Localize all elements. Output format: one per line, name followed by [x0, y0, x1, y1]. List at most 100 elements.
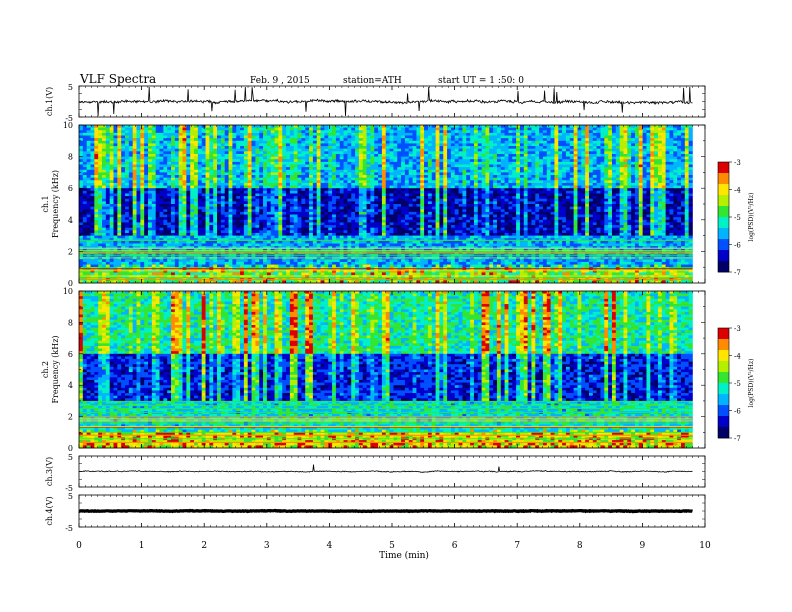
spectrogram-cell: [546, 180, 551, 184]
spectrogram-cell: [270, 196, 275, 200]
spectrogram-cell: [435, 151, 440, 155]
spectrogram-cell: [358, 175, 364, 178]
spectrogram-cell: [286, 167, 291, 171]
spectrogram-cell: [550, 167, 555, 171]
spectrogram-cell: [163, 132, 168, 136]
spectrogram-cell: [608, 185, 613, 189]
spectrogram-cell: [604, 175, 609, 178]
spectrogram-cell: [539, 182, 544, 186]
spectrogram-cell: [247, 180, 252, 184]
spectrogram-cell: [527, 198, 532, 202]
spectrogram-cell: [585, 182, 590, 186]
spectrogram-cell: [443, 164, 448, 168]
spectrogram-cell: [427, 127, 433, 131]
spectrogram-cell: [458, 193, 463, 197]
spectrogram-cell: [535, 146, 540, 149]
spectrogram-cell: [82, 196, 87, 200]
spectrogram-cell: [435, 148, 440, 152]
spectrogram-cell: [243, 167, 248, 171]
spectrogram-cell: [450, 140, 456, 144]
spectrogram-cell: [485, 201, 490, 205]
spectrogram-cell: [404, 127, 410, 131]
spectrogram-cell: [558, 148, 563, 152]
spectrogram-cell: [493, 198, 498, 202]
spectrogram-cell: [224, 169, 229, 173]
spectrogram-cell: [600, 180, 605, 184]
spectrogram-cell: [335, 198, 341, 202]
spectrogram-cell: [569, 146, 574, 149]
spectrogram-cell: [339, 182, 344, 186]
spectrogram-cell: [688, 132, 693, 136]
spectrogram-cell: [512, 164, 517, 168]
spectrogram-cell: [684, 177, 689, 181]
spectrogram-cell: [473, 127, 479, 131]
spectrogram-cell: [558, 169, 563, 173]
spectrogram-cell: [224, 127, 229, 131]
spectrogram-cell: [94, 135, 99, 139]
spectrogram-cell: [151, 164, 156, 168]
spectrogram-cell: [332, 135, 337, 139]
spectrogram-cell: [381, 193, 387, 197]
spectrogram-cell: [347, 177, 352, 181]
spectrogram-cell: [190, 169, 195, 173]
spectrogram-cell: [289, 201, 295, 205]
spectrogram-cell: [305, 201, 310, 205]
spectrogram-cell: [82, 167, 87, 171]
spectrogram-cell: [447, 161, 452, 165]
spectrogram-cell: [385, 148, 390, 152]
spectrogram-cell: [259, 132, 264, 136]
spectrogram-cell: [516, 156, 521, 160]
spectrogram-cell: [669, 140, 674, 144]
spectrogram-cell: [665, 153, 670, 157]
spectrogram-cell: [443, 185, 448, 189]
spectrogram-cell: [439, 167, 444, 171]
spectrogram-cell: [558, 164, 563, 168]
spectrogram-cell: [263, 148, 268, 152]
spectrogram-cell: [619, 140, 624, 144]
spectrogram-cell: [98, 198, 103, 202]
spectrogram-cell: [301, 169, 306, 173]
spectrogram-cell: [335, 196, 341, 200]
spectrogram-cell: [485, 193, 490, 197]
spectrogram-cell: [301, 143, 306, 147]
spectrogram-cell: [312, 140, 318, 144]
spectrogram-cell: [477, 190, 482, 194]
spectrogram-cell: [370, 198, 375, 202]
spectrogram-cell: [113, 177, 118, 181]
spectrogram-cell: [297, 172, 302, 176]
spectrogram-cell: [86, 132, 91, 136]
spectrogram-cell: [420, 180, 425, 184]
spectrogram-cell: [79, 143, 84, 147]
spectrogram-cell: [255, 138, 260, 142]
spectrogram-cell: [309, 143, 314, 147]
spectrogram-cell: [209, 140, 214, 144]
spectrogram-cell: [174, 140, 179, 144]
spectrogram-cell: [86, 130, 91, 134]
spectrogram-cell: [462, 185, 467, 189]
spectrogram-cell: [362, 190, 367, 194]
spectrogram-cell: [565, 182, 571, 186]
spectrogram-cell: [661, 190, 666, 194]
spectrogram-cell: [186, 125, 191, 128]
spectrogram-cell: [79, 153, 84, 157]
spectrogram-cell: [569, 130, 574, 134]
spectrogram-cell: [650, 190, 655, 194]
spectrogram-cell: [677, 180, 682, 184]
spectrogram-cell: [508, 182, 513, 186]
spectrogram-cell: [642, 185, 647, 189]
spectrogram-cell: [539, 156, 544, 160]
spectrogram-cell: [186, 169, 191, 173]
spectrogram-cell: [251, 177, 256, 181]
spectrogram-cell: [550, 198, 555, 202]
spectrogram-cell: [144, 130, 149, 134]
spectrogram-cell: [431, 188, 436, 192]
spectrogram-cell: [240, 190, 245, 194]
spectrogram-cell: [109, 175, 114, 178]
spectrogram-cell: [362, 159, 367, 163]
spectrogram-cell: [136, 167, 141, 171]
spectrogram-cell: [550, 143, 555, 147]
spectrogram-cell: [416, 177, 421, 181]
spectrogram-cell: [316, 167, 321, 171]
spectrogram-cell: [573, 167, 578, 171]
spectrogram-cell: [435, 159, 440, 163]
